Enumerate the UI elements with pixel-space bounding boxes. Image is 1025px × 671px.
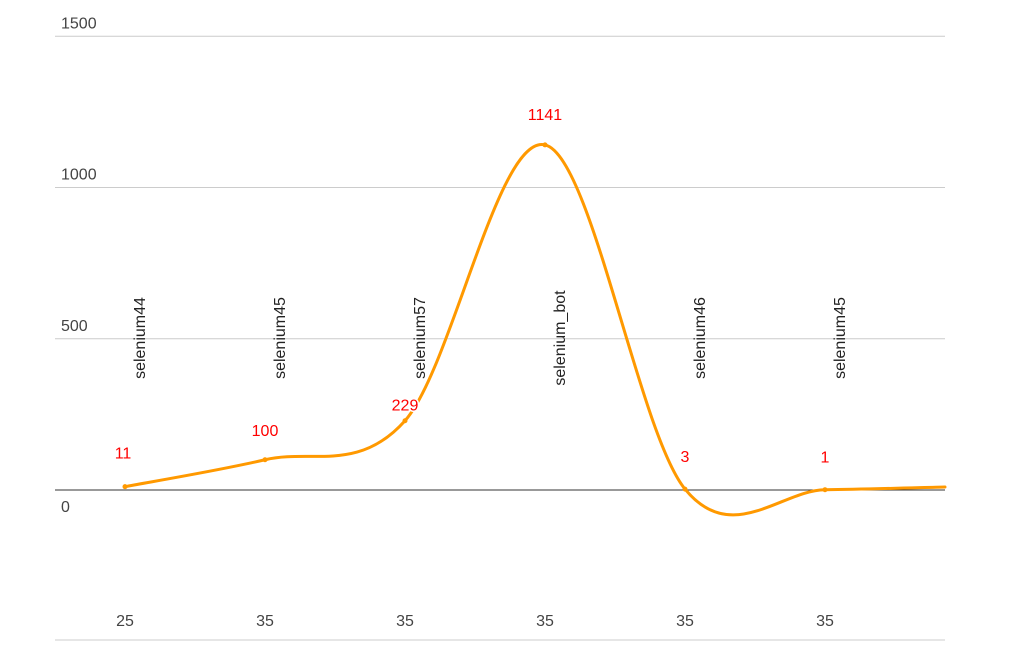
y-tick-label: 1000: [61, 167, 97, 184]
category-label: selenium45: [272, 297, 289, 379]
x-tick-label: 25: [116, 613, 134, 630]
data-point: [262, 457, 268, 463]
data-label: 11: [115, 446, 132, 463]
data-point: [122, 484, 128, 490]
data-label: 100: [252, 423, 279, 440]
data-label: 1: [821, 450, 830, 467]
data-point: [402, 418, 408, 424]
x-tick-label: 35: [396, 613, 414, 630]
category-label: selenium44: [132, 297, 149, 379]
data-point: [682, 486, 688, 492]
category-label: selenium_bot: [552, 290, 569, 386]
category-label: selenium46: [692, 297, 709, 379]
y-tick-label: 0: [61, 499, 70, 516]
category-labels: selenium44 selenium45 selenium57 selenium_b…: [132, 290, 849, 386]
x-tick-label: 35: [256, 613, 274, 630]
category-label: selenium57: [412, 297, 429, 379]
y-axis: 0 500 1000 1500: [61, 15, 97, 516]
series-layer: [122, 142, 947, 517]
data-label: 1141: [528, 107, 563, 124]
x-tick-label: 35: [536, 613, 554, 630]
data-label: 3: [681, 449, 690, 466]
gridlines: [55, 35, 945, 641]
x-axis: 25 35 35 35 35 35: [116, 613, 834, 630]
data-label: 229: [392, 398, 419, 415]
y-tick-label: 500: [61, 318, 88, 335]
data-labels: 11 100 229 1141 3 1: [113, 105, 831, 468]
x-tick-label: 35: [676, 613, 694, 630]
x-tick-label: 35: [816, 613, 834, 630]
y-tick-label: 1500: [61, 15, 97, 32]
category-label: selenium45: [832, 297, 849, 379]
data-point: [542, 142, 548, 148]
data-point: [822, 487, 828, 493]
